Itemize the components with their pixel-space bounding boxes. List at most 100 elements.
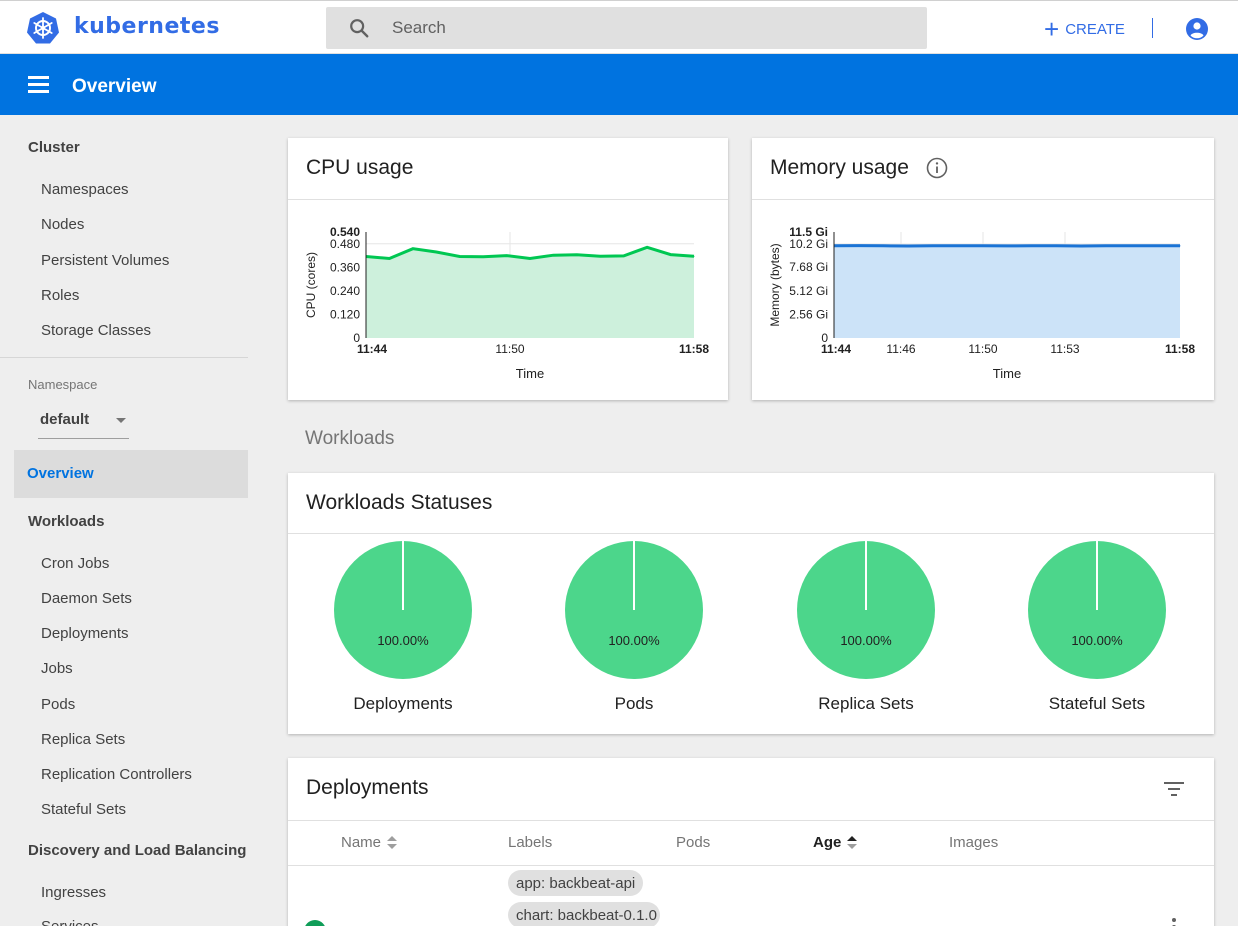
sidebar-heading-discovery[interactable]: Discovery and Load Balancing <box>28 842 247 859</box>
workload-status-pie[interactable]: 100.00% Deployments <box>303 540 503 720</box>
y-tick-label: 2.56 Gi <box>789 307 828 321</box>
pie-percent-label: 100.00% <box>608 633 660 648</box>
page-title: Overview <box>72 76 157 97</box>
x-tick-label: 11:58 <box>1165 342 1195 356</box>
sidebar-item-replication-controllers[interactable]: Replication Controllers <box>41 766 192 783</box>
workloads-statuses-title: Workloads Statuses <box>306 491 493 514</box>
search-bar[interactable] <box>326 7 927 49</box>
sort-icon <box>847 836 858 850</box>
card-divider <box>288 199 728 200</box>
x-tick-label: 11:46 <box>886 342 915 356</box>
workload-status-pie[interactable]: 100.00% Stateful Sets <box>997 540 1197 720</box>
sidebar-heading-cluster[interactable]: Cluster <box>28 139 80 156</box>
pie-label: Replica Sets <box>818 694 914 713</box>
kubernetes-logo-icon[interactable] <box>26 11 60 45</box>
column-header-labels: Labels <box>508 834 553 851</box>
sidebar-item-ingresses[interactable]: Ingresses <box>41 884 107 901</box>
sidebar-item-roles[interactable]: Roles <box>41 287 80 304</box>
data-point <box>1006 245 1008 247</box>
y-tick-label: 0.120 <box>330 307 360 321</box>
sidebar-item-nodes[interactable]: Nodes <box>41 216 85 233</box>
search-input[interactable] <box>392 15 892 41</box>
data-point <box>1130 245 1132 247</box>
row-actions-icon[interactable] <box>1172 918 1176 926</box>
column-header-images: Images <box>949 834 999 851</box>
toolbar-divider <box>1152 18 1153 38</box>
dropdown-caret-icon <box>116 418 126 423</box>
label-chip: app: backbeat-api <box>508 870 644 896</box>
sidebar-item-namespaces[interactable]: Namespaces <box>41 181 129 198</box>
pie-chart: 100.00% <box>1028 541 1166 679</box>
deployments-card: Deployments Name Labels Pods Age Images … <box>288 758 1214 926</box>
data-point <box>599 255 601 257</box>
sidebar-item-daemon-sets[interactable]: Daemon Sets <box>41 590 132 607</box>
data-point <box>529 258 531 259</box>
sidebar-item-overview[interactable]: Overview <box>14 450 248 498</box>
y-tick-label: 7.68 Gi <box>789 260 828 274</box>
workload-status-pie[interactable]: 100.00% Replica Sets <box>766 540 966 720</box>
sidebar-item-services[interactable]: Services <box>41 918 99 926</box>
sidebar-item-pods[interactable]: Pods <box>41 696 76 713</box>
sidebar-item-stateful-sets[interactable]: Stateful Sets <box>41 801 127 818</box>
sidebar-item-persistent-volumes[interactable]: Persistent Volumes <box>41 252 170 269</box>
namespace-value: default <box>40 411 90 428</box>
y-tick-label: 0.480 <box>330 237 360 251</box>
x-tick-label: 11:58 <box>679 342 709 356</box>
data-point <box>506 255 508 257</box>
workload-status-pie[interactable]: 100.00% Pods <box>534 540 734 720</box>
data-point <box>459 256 461 258</box>
menu-icon[interactable] <box>28 76 49 97</box>
card-divider <box>288 533 1214 534</box>
data-point <box>907 245 909 247</box>
plus-icon: + <box>1044 14 1060 44</box>
data-point <box>1105 245 1107 247</box>
namespace-select[interactable]: default <box>38 409 129 439</box>
pie-label: Deployments <box>353 694 453 713</box>
data-point <box>623 255 625 257</box>
data-point <box>670 254 672 256</box>
x-axis-label: Time <box>516 366 544 381</box>
sidebar-item-jobs[interactable]: Jobs <box>41 660 73 677</box>
y-tick-label: 11.5 Gi <box>789 225 828 239</box>
brand-name[interactable]: kubernetes <box>74 14 220 39</box>
pie-label: Stateful Sets <box>1048 694 1146 713</box>
label-chip: chart: backbeat-0.1.0 <box>508 902 660 926</box>
data-point <box>1031 245 1033 247</box>
data-point <box>1055 245 1057 247</box>
cpu-usage-card: CPU usage 0 0.120 0.240 0.360 0.480 0.540 11:4… <box>288 138 728 400</box>
info-icon[interactable] <box>926 157 948 179</box>
series-area <box>834 245 1180 338</box>
sidebar-item-replica-sets[interactable]: Replica Sets <box>41 731 126 748</box>
column-header-name[interactable]: Name <box>341 834 398 851</box>
y-tick-label: 0.240 <box>330 284 360 298</box>
data-point <box>412 248 414 250</box>
sidebar-heading-workloads[interactable]: Workloads <box>28 513 105 530</box>
pie-percent-label: 100.00% <box>1071 633 1123 648</box>
filter-icon[interactable] <box>1164 781 1184 797</box>
data-point <box>482 256 484 258</box>
sidebar-item-deployments[interactable]: Deployments <box>41 625 129 642</box>
y-tick-label: 0.540 <box>330 225 360 239</box>
create-label: CREATE <box>1065 20 1125 38</box>
account-icon[interactable] <box>1185 17 1209 41</box>
workloads-section-heading: Workloads <box>305 428 395 449</box>
sidebar-item-storage-classes[interactable]: Storage Classes <box>41 322 152 339</box>
column-header-name-label: Name <box>341 834 382 851</box>
y-tick-label: 0.360 <box>330 260 360 274</box>
y-axis-label: Memory (bytes) <box>768 243 782 326</box>
column-header-age[interactable]: Age <box>813 834 858 851</box>
data-point <box>435 251 437 253</box>
deployments-title: Deployments <box>306 776 429 799</box>
data-point <box>882 245 884 247</box>
pie-chart: 100.00% <box>797 541 935 679</box>
x-tick-label: 11:50 <box>968 342 997 356</box>
data-point <box>576 254 578 256</box>
data-point <box>388 258 390 259</box>
sidebar-item-cron-jobs[interactable]: Cron Jobs <box>41 555 110 572</box>
y-tick-label: 0 <box>821 331 828 345</box>
create-button[interactable]: + CREATE <box>1044 15 1125 43</box>
data-point <box>858 245 860 247</box>
series-area <box>366 247 694 338</box>
